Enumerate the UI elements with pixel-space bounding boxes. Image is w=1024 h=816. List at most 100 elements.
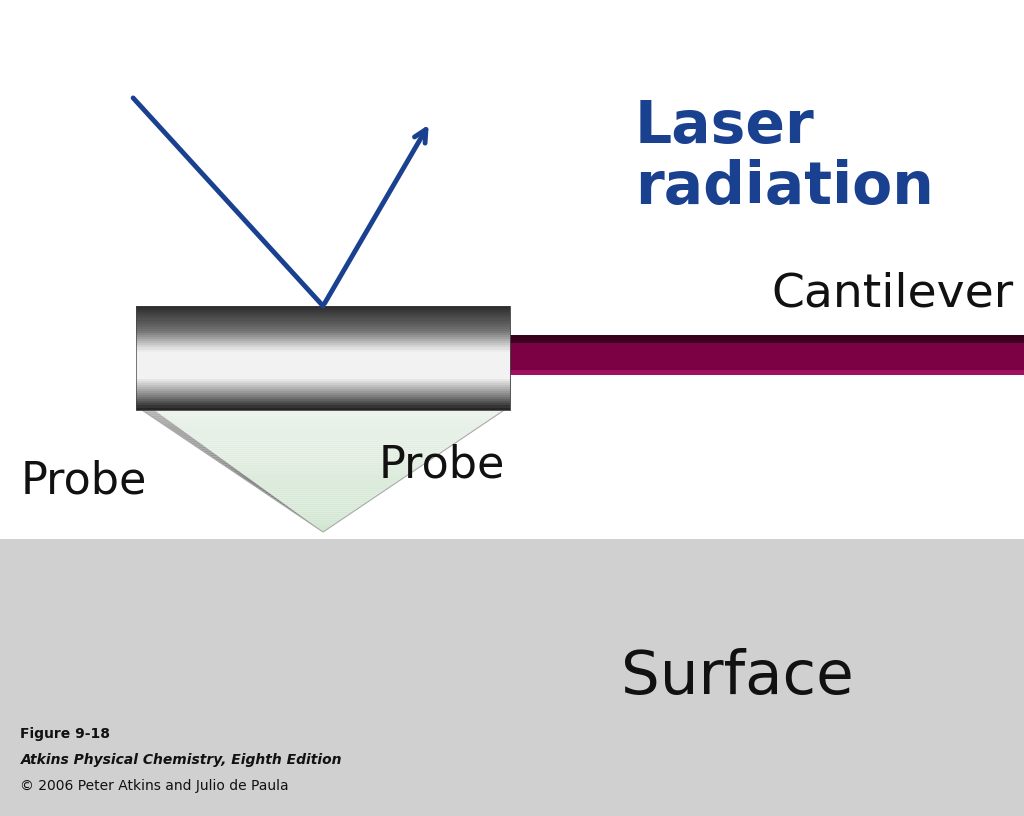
Bar xyxy=(136,326,510,329)
Polygon shape xyxy=(274,499,372,501)
Polygon shape xyxy=(290,509,295,512)
Polygon shape xyxy=(166,426,179,428)
Polygon shape xyxy=(175,432,471,434)
Bar xyxy=(0,539,1024,816)
Polygon shape xyxy=(314,526,332,528)
Polygon shape xyxy=(147,414,499,416)
Bar xyxy=(136,349,510,352)
Polygon shape xyxy=(302,517,344,520)
Text: Cantilever: Cantilever xyxy=(771,271,1014,317)
Bar xyxy=(136,322,510,325)
Bar xyxy=(136,389,510,391)
Bar xyxy=(136,339,510,341)
Polygon shape xyxy=(229,468,417,471)
Bar xyxy=(136,360,510,362)
Bar xyxy=(136,348,510,349)
Polygon shape xyxy=(193,444,454,446)
Bar xyxy=(136,376,510,379)
Bar xyxy=(136,395,510,397)
Bar xyxy=(136,341,510,344)
Polygon shape xyxy=(226,467,420,468)
Bar xyxy=(136,353,510,356)
Bar xyxy=(136,322,510,325)
Polygon shape xyxy=(250,483,258,485)
Bar xyxy=(136,372,510,375)
Polygon shape xyxy=(189,442,202,444)
Polygon shape xyxy=(180,436,466,438)
Polygon shape xyxy=(296,514,300,516)
Polygon shape xyxy=(253,485,261,487)
Bar xyxy=(136,401,510,403)
Polygon shape xyxy=(151,416,496,418)
Polygon shape xyxy=(217,460,227,463)
Bar xyxy=(136,403,510,406)
Polygon shape xyxy=(239,475,408,477)
Bar xyxy=(136,335,1024,343)
Text: © 2006 Peter Atkins and Julio de Paula: © 2006 Peter Atkins and Julio de Paula xyxy=(20,779,289,793)
Polygon shape xyxy=(163,424,483,426)
Bar xyxy=(136,341,510,344)
Bar xyxy=(136,370,510,372)
Polygon shape xyxy=(217,460,429,463)
Bar xyxy=(136,376,510,379)
Bar xyxy=(136,389,510,391)
Bar xyxy=(136,407,510,410)
Bar xyxy=(136,362,510,364)
Bar xyxy=(136,372,510,375)
Polygon shape xyxy=(211,457,435,459)
Polygon shape xyxy=(154,418,168,419)
Polygon shape xyxy=(178,434,190,436)
Bar xyxy=(136,306,510,410)
Polygon shape xyxy=(308,522,338,524)
Polygon shape xyxy=(180,436,194,438)
Bar xyxy=(136,357,510,360)
Polygon shape xyxy=(259,490,387,491)
Polygon shape xyxy=(186,441,460,442)
Polygon shape xyxy=(268,495,275,497)
Polygon shape xyxy=(287,508,292,509)
Bar xyxy=(136,366,510,368)
Bar xyxy=(136,399,510,401)
Polygon shape xyxy=(265,493,381,495)
Bar xyxy=(136,397,510,399)
Text: Probe: Probe xyxy=(20,460,146,503)
Polygon shape xyxy=(305,520,341,522)
Bar xyxy=(136,348,510,349)
Polygon shape xyxy=(141,410,505,412)
Polygon shape xyxy=(281,503,366,505)
Polygon shape xyxy=(205,452,216,455)
Polygon shape xyxy=(196,446,451,449)
Bar xyxy=(136,375,510,376)
Polygon shape xyxy=(256,487,264,490)
Bar xyxy=(136,314,510,317)
Polygon shape xyxy=(314,526,317,528)
Polygon shape xyxy=(186,441,199,442)
Polygon shape xyxy=(183,438,463,441)
Polygon shape xyxy=(274,499,281,501)
Polygon shape xyxy=(317,528,321,530)
Bar xyxy=(136,380,510,383)
Bar xyxy=(136,366,510,368)
Bar xyxy=(136,395,510,397)
Bar xyxy=(136,317,510,318)
Polygon shape xyxy=(226,467,236,468)
Bar xyxy=(136,337,510,339)
Bar xyxy=(136,335,510,337)
Bar xyxy=(136,401,510,403)
Polygon shape xyxy=(268,495,378,497)
Bar xyxy=(136,318,510,321)
Polygon shape xyxy=(242,477,404,479)
Polygon shape xyxy=(189,442,457,444)
Bar xyxy=(136,335,510,337)
Bar xyxy=(136,326,510,329)
Bar xyxy=(136,321,510,322)
Polygon shape xyxy=(147,414,162,416)
Text: Figure 9-18: Figure 9-18 xyxy=(20,727,111,741)
Polygon shape xyxy=(160,422,486,424)
Bar xyxy=(136,349,510,352)
Polygon shape xyxy=(183,438,196,441)
Polygon shape xyxy=(271,497,278,499)
Bar xyxy=(136,352,510,353)
Polygon shape xyxy=(253,485,393,487)
Bar xyxy=(136,399,510,401)
